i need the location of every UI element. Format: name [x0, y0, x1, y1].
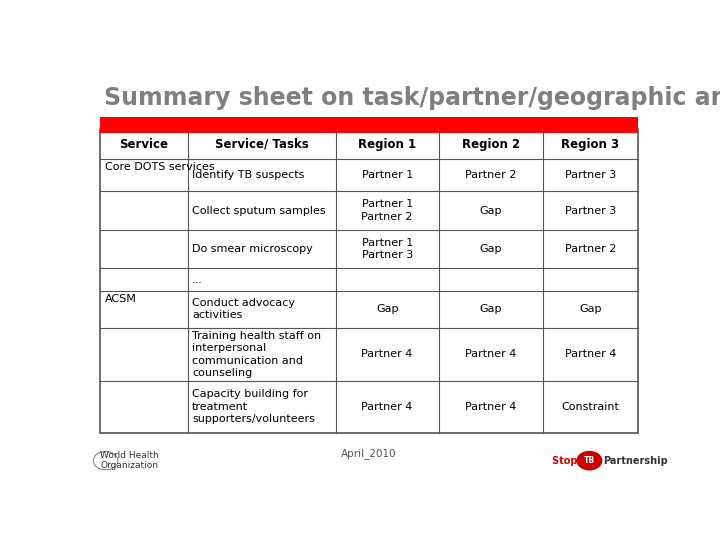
Text: Gap: Gap: [480, 304, 502, 314]
Text: Partner 4: Partner 4: [564, 349, 616, 359]
Text: Collect sputum samples: Collect sputum samples: [192, 206, 325, 215]
Text: Gap: Gap: [480, 206, 502, 215]
Text: Gap: Gap: [376, 304, 398, 314]
Text: Partner 4: Partner 4: [465, 349, 517, 359]
Bar: [100, 129, 638, 433]
Text: Partner 4: Partner 4: [361, 402, 413, 412]
Text: Region 2: Region 2: [462, 138, 520, 151]
Text: Conduct advocacy
activities: Conduct advocacy activities: [192, 298, 295, 320]
Text: Service: Service: [120, 138, 168, 151]
Text: Capacity building for
treatment
supporters/volunteers: Capacity building for treatment supporte…: [192, 389, 315, 424]
Text: April_2010: April_2010: [341, 448, 397, 459]
Text: Training health staff on
interpersonal
communication and
counseling: Training health staff on interpersonal c…: [192, 330, 321, 378]
Text: Partner 2: Partner 2: [564, 244, 616, 254]
Text: Partner 1: Partner 1: [361, 170, 413, 180]
Text: Gap: Gap: [480, 244, 502, 254]
Text: Partner 4: Partner 4: [361, 349, 413, 359]
Text: Constraint: Constraint: [562, 402, 619, 412]
Text: ACSM: ACSM: [104, 294, 136, 304]
Text: ...: ...: [192, 274, 203, 285]
Bar: [100, 117, 638, 133]
Text: World Health
Organization: World Health Organization: [99, 451, 158, 470]
Text: Partner 1
Partner 2: Partner 1 Partner 2: [361, 199, 413, 222]
Text: Region 3: Region 3: [562, 138, 620, 151]
Text: Core DOTS services: Core DOTS services: [104, 162, 214, 172]
Text: Partner 3: Partner 3: [565, 206, 616, 215]
Text: Identify TB suspects: Identify TB suspects: [192, 170, 305, 180]
Text: Partner 3: Partner 3: [565, 170, 616, 180]
Text: Gap: Gap: [580, 304, 602, 314]
Text: Summary sheet on task/partner/geographic area: Summary sheet on task/partner/geographic…: [104, 85, 720, 110]
Circle shape: [577, 451, 602, 470]
Text: Stop: Stop: [552, 456, 581, 465]
Text: Service/ Tasks: Service/ Tasks: [215, 138, 308, 151]
Text: Partner 4: Partner 4: [465, 402, 517, 412]
Text: Do smear microscopy: Do smear microscopy: [192, 244, 313, 254]
Text: Partner 2: Partner 2: [465, 170, 517, 180]
Text: Region 1: Region 1: [358, 138, 416, 151]
Text: Partnership: Partnership: [603, 456, 668, 465]
Text: Partner 1
Partner 3: Partner 1 Partner 3: [361, 238, 413, 260]
Text: TB: TB: [584, 456, 595, 465]
